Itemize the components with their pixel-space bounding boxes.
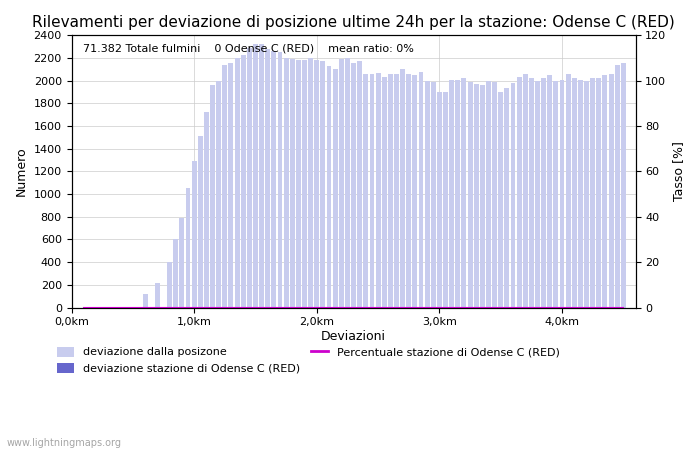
Bar (541, 78, 546, 307)
Bar (143, 294, 148, 307)
Bar (492, 82, 497, 307)
Bar (603, 75, 608, 307)
Bar (461, 78, 466, 307)
Bar (584, 81, 589, 307)
Bar (363, 74, 368, 307)
Bar (290, 59, 295, 307)
Bar (559, 80, 564, 307)
Bar (480, 85, 485, 307)
Bar (167, 262, 172, 307)
Bar (174, 239, 178, 307)
Bar (596, 78, 601, 307)
Bar (241, 54, 246, 307)
Bar (321, 61, 326, 307)
Legend: deviazione dalla posizone, deviazione stazione di Odense C (RED), Percentuale st: deviazione dalla posizone, deviazione st… (53, 342, 564, 378)
Bar (517, 77, 522, 307)
Bar (284, 58, 288, 307)
Bar (198, 136, 203, 307)
Bar (253, 45, 258, 307)
Bar (376, 73, 381, 307)
Bar (394, 74, 399, 307)
Bar (382, 77, 386, 307)
Bar (554, 81, 559, 307)
Bar (608, 74, 613, 307)
Bar (505, 87, 510, 307)
Bar (425, 81, 430, 307)
Bar (277, 52, 282, 307)
Bar (186, 189, 190, 307)
Bar (155, 283, 160, 307)
Bar (400, 69, 405, 307)
Bar (345, 58, 350, 307)
Bar (590, 78, 595, 307)
Bar (510, 83, 515, 307)
Bar (498, 92, 503, 307)
Bar (332, 69, 337, 307)
Bar (210, 85, 215, 307)
Bar (419, 72, 423, 307)
Bar (192, 161, 197, 307)
Bar (179, 218, 184, 307)
Bar (302, 60, 307, 307)
Bar (388, 74, 393, 307)
Bar (223, 65, 228, 307)
Title: Rilevamenti per deviazione di posizione ultime 24h per la stazione: Odense C (RE: Rilevamenti per deviazione di posizione … (32, 15, 675, 30)
Bar (204, 112, 209, 307)
Bar (314, 60, 319, 307)
Y-axis label: Tasso [%]: Tasso [%] (672, 141, 685, 201)
Bar (339, 59, 344, 307)
Bar (566, 74, 570, 307)
Bar (437, 92, 442, 307)
Bar (430, 82, 435, 307)
Bar (474, 84, 479, 307)
Bar (265, 49, 270, 307)
Bar (296, 60, 301, 307)
Bar (523, 74, 528, 307)
Bar (535, 81, 540, 307)
Bar (228, 63, 233, 307)
Bar (529, 78, 534, 307)
Bar (351, 63, 356, 307)
Bar (370, 74, 374, 307)
Bar (308, 58, 313, 307)
Bar (357, 61, 362, 307)
Bar (443, 92, 448, 307)
Bar (216, 81, 221, 307)
Bar (547, 75, 552, 307)
Bar (455, 80, 460, 307)
Y-axis label: Numero: Numero (15, 147, 28, 196)
X-axis label: Deviazioni: Deviazioni (321, 330, 386, 343)
Bar (578, 80, 583, 307)
Bar (412, 75, 417, 307)
Bar (234, 58, 239, 307)
Bar (406, 74, 411, 307)
Bar (621, 63, 626, 307)
Text: www.lightningmaps.org: www.lightningmaps.org (7, 437, 122, 447)
Bar (468, 82, 472, 307)
Bar (327, 66, 332, 307)
Bar (486, 81, 491, 307)
Bar (272, 51, 276, 307)
Bar (449, 80, 454, 307)
Text: 71.382 Totale fulmini    0 Odense C (RED)    mean ratio: 0%: 71.382 Totale fulmini 0 Odense C (RED) m… (83, 44, 414, 54)
Bar (572, 78, 577, 307)
Bar (615, 65, 620, 307)
Bar (259, 45, 264, 307)
Bar (247, 48, 252, 307)
